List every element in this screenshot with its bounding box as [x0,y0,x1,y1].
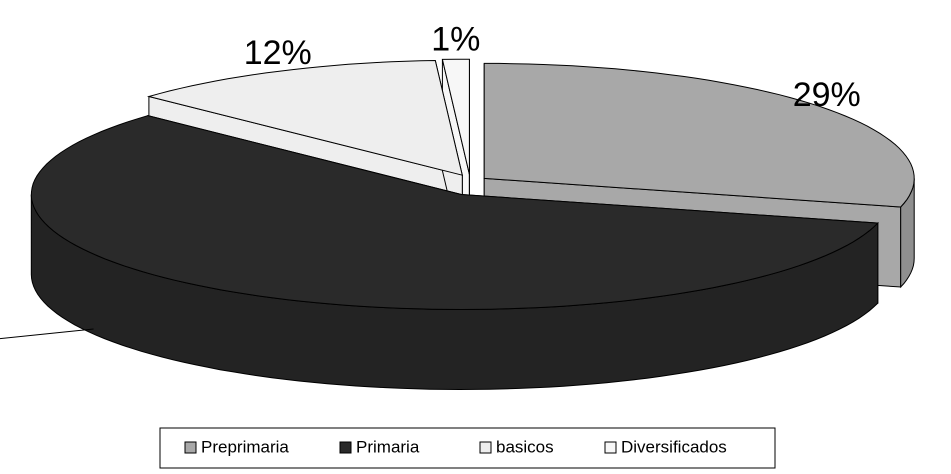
slice-top [483,62,915,208]
slice-top [30,115,879,311]
legend-swatch [604,441,617,454]
legend-label: basicos [496,437,554,456]
leader-line [0,328,94,340]
data-label: 29% [793,76,861,114]
slice-wall-shade [31,194,878,390]
legend-swatch [339,441,352,454]
legend-label: Preprimaria [201,437,289,456]
legend-swatch [184,441,197,454]
slice-wall-shade [900,178,915,287]
legend-swatch [479,441,492,454]
data-label: 1% [431,20,480,58]
legend-label: Diversificados [621,437,727,456]
slice-top [441,58,470,175]
legend-box [159,427,776,469]
data-label: 12% [244,34,312,72]
legend-label: Primaria [356,437,420,456]
slice [30,115,879,391]
slice-top [146,59,463,176]
